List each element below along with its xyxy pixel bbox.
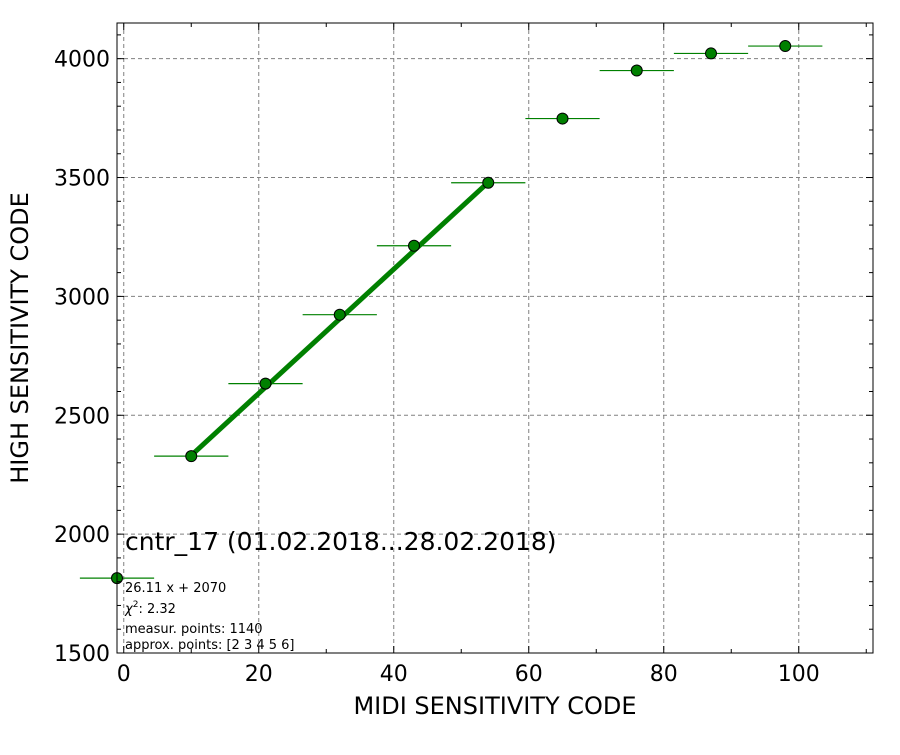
- y-tick-label: 1500: [54, 642, 110, 667]
- error-bar-layer: [79, 45, 823, 579]
- y-tick-label: 3000: [54, 285, 110, 310]
- plot-frame: [116, 22, 874, 654]
- x-axis-label: MIDI SENSITIVITY CODE: [353, 692, 636, 720]
- x-tick-label: 100: [778, 662, 820, 687]
- data-point-layer: [111, 40, 792, 585]
- y-tick-label: 2500: [54, 404, 110, 429]
- annotation-title: cntr_17 (01.02.2018...28.02.2018): [125, 527, 557, 556]
- annotation-chi2: χ2: 2.32: [124, 600, 176, 617]
- tick-layer: 0 20 40 60 80 100 1500 2000 2500 3000 3500 4000: [54, 23, 873, 687]
- grid: [117, 23, 873, 653]
- chi2-symbol: χ: [124, 602, 134, 617]
- data-point: [408, 239, 420, 252]
- y-tick-label: 3500: [54, 167, 110, 192]
- annotation-approx-points: approx. points: [2 3 4 5 6]: [125, 638, 295, 653]
- data-point: [630, 64, 643, 77]
- y-tick-label: 4000: [54, 48, 110, 73]
- chi2-exponent: 2: [133, 600, 139, 610]
- x-tick-label: 20: [245, 662, 273, 687]
- x-tick-label: 80: [650, 662, 678, 687]
- data-point: [185, 450, 198, 463]
- data-point: [705, 47, 717, 60]
- data-point: [333, 308, 346, 321]
- x-tick-label: 60: [515, 662, 543, 687]
- y-axis-label: HIGH SENSITIVITY CODE: [6, 192, 34, 484]
- data-point: [259, 377, 272, 390]
- chi2-value: : 2.32: [138, 602, 175, 617]
- annotation-measur-points: measur. points: 1140: [125, 622, 263, 637]
- data-point: [482, 176, 495, 189]
- x-tick-label: 0: [117, 662, 131, 687]
- data-point: [779, 40, 792, 53]
- annotation-equation: 26.11 x + 2070: [125, 581, 226, 596]
- y-tick-label: 2000: [54, 523, 110, 548]
- x-tick-label: 40: [380, 662, 408, 687]
- data-point: [556, 112, 569, 125]
